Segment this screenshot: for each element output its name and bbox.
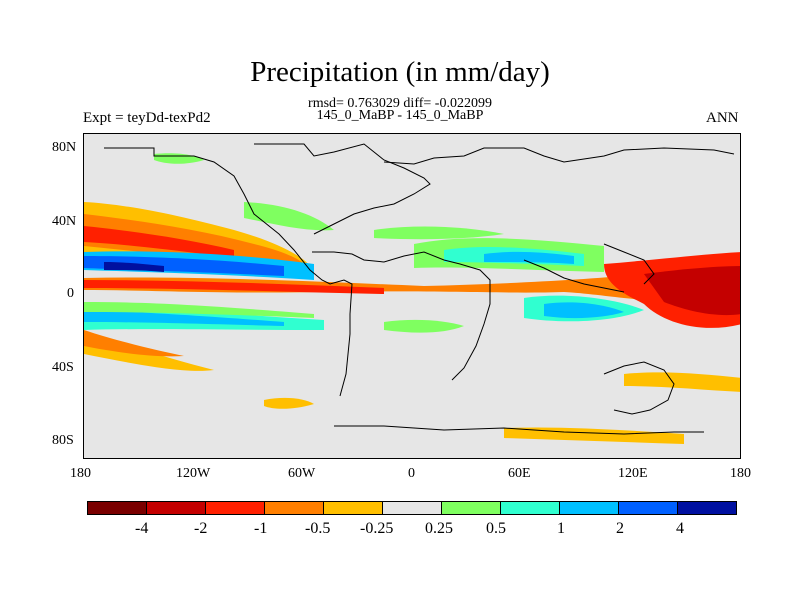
season-label: ANN <box>706 110 739 126</box>
colorbar-swatch <box>324 502 383 514</box>
x-tick-label: 0 <box>408 466 415 481</box>
colorbar-swatch <box>265 502 324 514</box>
x-tick-label: 120W <box>176 466 211 481</box>
colorbar-label: 0.5 <box>486 520 506 537</box>
colorbar-swatch <box>147 502 206 514</box>
rmsd-diff-line: rmsd= 0.763029 diff= -0.022099 <box>308 96 492 111</box>
colorbar-label: 0.25 <box>425 520 453 537</box>
colorbar-label: -0.25 <box>360 520 394 537</box>
colorbar-swatch <box>501 502 560 514</box>
x-tick-label: 120E <box>618 466 648 481</box>
colorbar-label: 4 <box>676 520 684 537</box>
colorbar-swatch <box>383 502 442 514</box>
colorbar-swatch <box>560 502 619 514</box>
colorbar-swatch <box>442 502 501 514</box>
experiment-label: Expt = teyDd-texPd2 <box>83 110 211 126</box>
colorbar-swatch <box>88 502 147 514</box>
colorbar <box>87 501 737 515</box>
y-tick-label: 40N <box>52 214 77 229</box>
x-tick-label: 180 <box>730 466 751 481</box>
x-tick-label: 180 <box>70 466 91 481</box>
x-tick-label: 60E <box>508 466 531 481</box>
chart-title: Precipitation (in mm/day) <box>250 56 550 88</box>
y-tick-label: 0 <box>67 286 74 301</box>
map-field <box>84 143 740 444</box>
case-line: 145_0_MaBP - 145_0_MaBP <box>316 108 484 123</box>
y-tick-label: 40S <box>52 360 74 375</box>
x-tick-label: 60W <box>288 466 316 481</box>
colorbar-swatch <box>619 502 678 514</box>
stats-block: rmsd= 0.763029 diff= -0.022099 145_0_MaB… <box>0 96 800 123</box>
colorbar-swatch <box>678 502 736 514</box>
precipitation-map <box>83 133 741 459</box>
colorbar-label: -2 <box>194 520 208 537</box>
colorbar-label: -1 <box>254 520 268 537</box>
y-tick-label: 80N <box>52 140 77 155</box>
colorbar-label: -4 <box>135 520 149 537</box>
colorbar-swatch <box>206 502 265 514</box>
y-tick-label: 80S <box>52 433 74 448</box>
colorbar-label: 2 <box>616 520 624 537</box>
colorbar-label: 1 <box>557 520 565 537</box>
colorbar-label: -0.5 <box>305 520 331 537</box>
